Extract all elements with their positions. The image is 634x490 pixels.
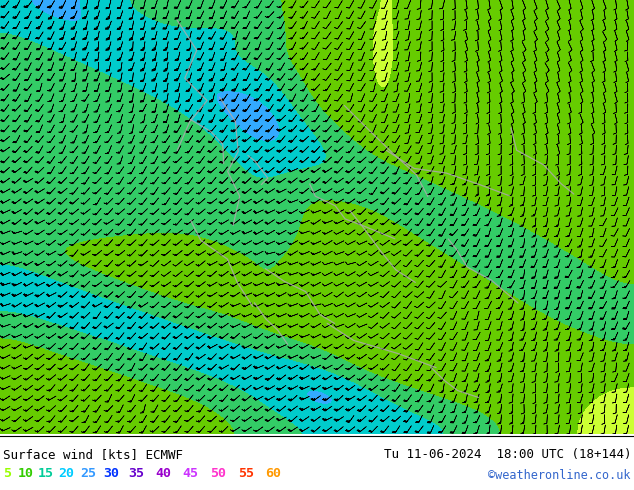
Text: 35: 35 — [128, 467, 144, 480]
Text: 30: 30 — [103, 467, 119, 480]
Text: Tu 11-06-2024  18:00 UTC (18+144): Tu 11-06-2024 18:00 UTC (18+144) — [384, 448, 631, 461]
Text: 55: 55 — [238, 467, 254, 480]
Text: 50: 50 — [210, 467, 226, 480]
Text: ©weatheronline.co.uk: ©weatheronline.co.uk — [489, 469, 631, 483]
Text: 15: 15 — [38, 467, 54, 480]
Text: 10: 10 — [18, 467, 34, 480]
Text: 25: 25 — [80, 467, 96, 480]
Text: 40: 40 — [155, 467, 171, 480]
Text: 45: 45 — [182, 467, 198, 480]
Text: 20: 20 — [58, 467, 74, 480]
Text: 5: 5 — [3, 467, 11, 480]
Text: 60: 60 — [265, 467, 281, 480]
Text: Surface wind [kts] ECMWF: Surface wind [kts] ECMWF — [3, 448, 183, 461]
